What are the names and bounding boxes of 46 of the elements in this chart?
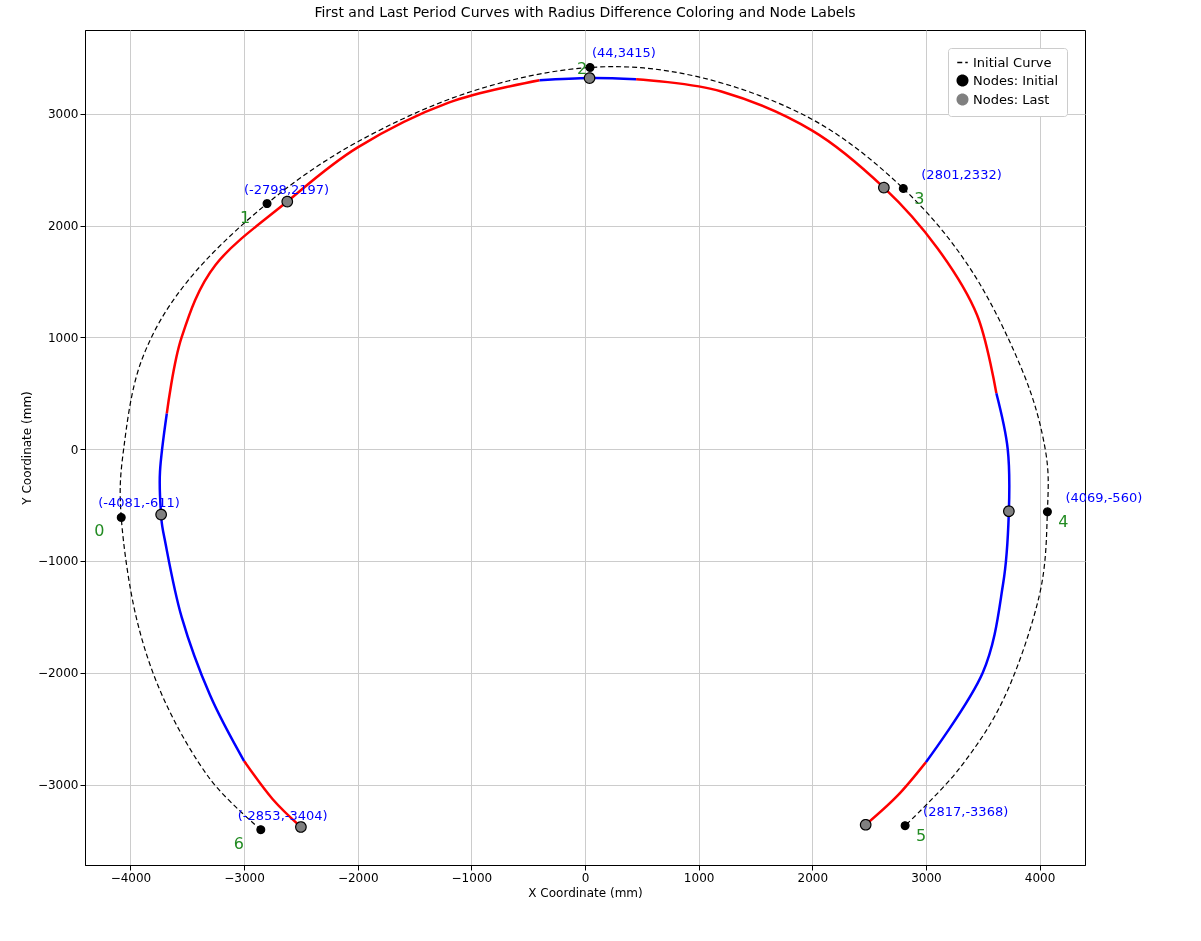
- y-tick-label: 0: [70, 442, 79, 457]
- point: [900, 821, 910, 831]
- line-series: [165, 79, 541, 415]
- y-tick-label: 1000: [47, 330, 79, 345]
- x-tick-label: −1000: [451, 870, 493, 885]
- x-tick-label: 1000: [683, 870, 715, 885]
- annotation: (2801,2332): [921, 166, 1002, 182]
- y-tick-label: −3000: [37, 778, 79, 793]
- x-tick-label: 2000: [797, 870, 829, 885]
- point: [256, 825, 266, 835]
- point: [116, 513, 126, 522]
- point: [295, 821, 307, 833]
- x-tick-label: −2000: [337, 870, 379, 885]
- annotation: 3: [914, 188, 925, 208]
- y-tick-label: −1000: [37, 554, 79, 569]
- point: [878, 181, 890, 194]
- y-tick-label: 3000: [47, 107, 79, 122]
- point: [859, 818, 872, 831]
- annotation: (2817,-3368): [923, 803, 1009, 819]
- point: [1042, 507, 1052, 517]
- x-axis-title: X Coordinate (mm): [528, 885, 643, 900]
- legend-label: Nodes: Initial: [973, 72, 1059, 88]
- y-tick-label: 2000: [47, 219, 79, 234]
- x-tick-label: 0: [581, 870, 590, 885]
- legend-label: Initial Curve: [973, 54, 1052, 70]
- annotation: (44,3415): [592, 45, 656, 61]
- y-axis-title: Y Coordinate (mm): [19, 391, 34, 506]
- annotation: 0: [94, 521, 105, 541]
- x-tick-label: 3000: [911, 870, 942, 885]
- point: [1003, 505, 1015, 518]
- x-tick-label: 4000: [1024, 870, 1056, 885]
- chart-title: First and Last Period Curves with Radius Difference Coloring and Node Labels: [314, 4, 856, 20]
- annotation: 6: [233, 833, 244, 853]
- point: [583, 72, 596, 84]
- point: [281, 195, 294, 208]
- point: [898, 184, 908, 193]
- x-tick-label: −3000: [224, 870, 265, 885]
- point: [155, 508, 167, 521]
- annotation: 5: [916, 825, 927, 845]
- annotation: 4: [1058, 511, 1069, 531]
- legend-label: Nodes: Last: [973, 91, 1050, 107]
- point: [262, 199, 272, 209]
- annotation: 1: [239, 207, 251, 227]
- x-tick-label: −4000: [110, 870, 152, 885]
- y-tick-label: −2000: [37, 666, 79, 681]
- point: [585, 62, 595, 72]
